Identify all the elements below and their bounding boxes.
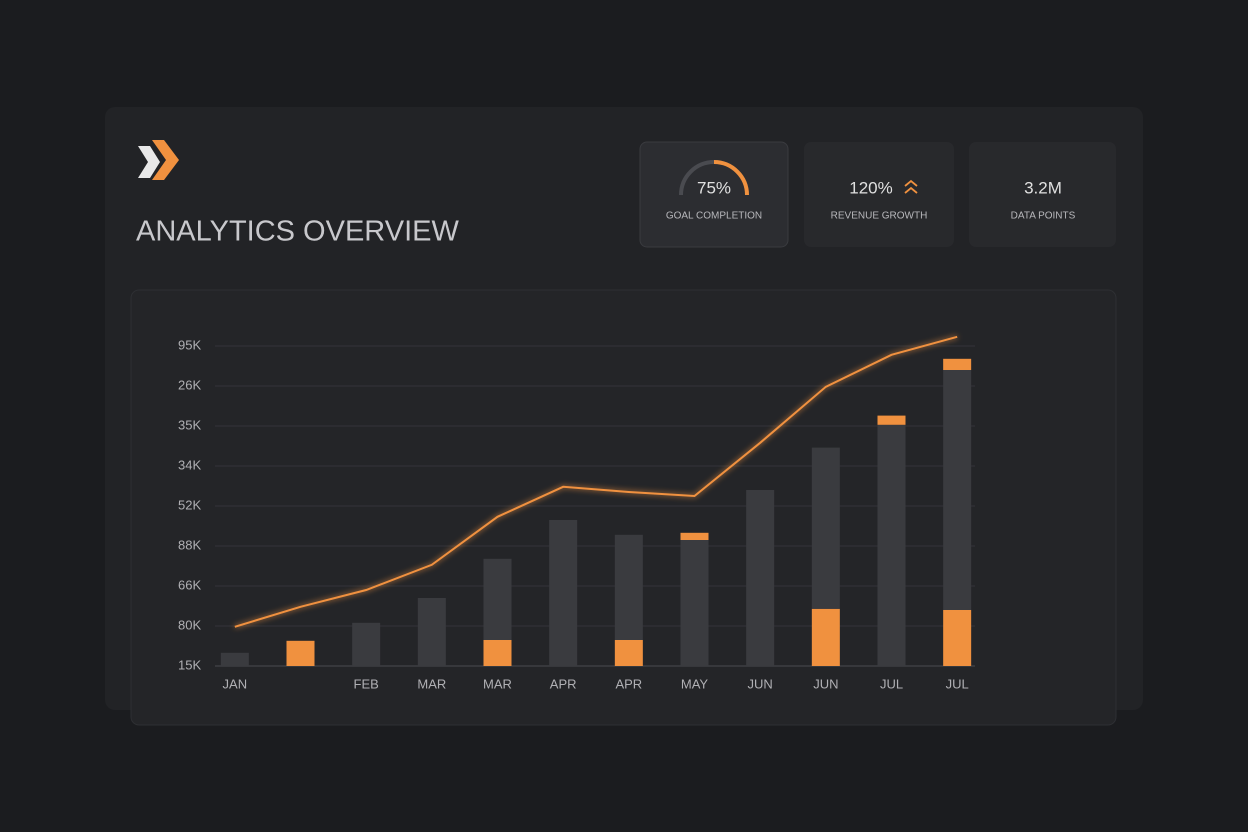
bar-segment — [943, 370, 972, 610]
gauge-track — [679, 160, 715, 196]
x-tick-label: JUN — [748, 676, 773, 691]
x-tick-label: JAN — [223, 676, 248, 691]
x-tick-label: MAY — [681, 676, 709, 691]
bar-segment — [614, 534, 643, 640]
bar-segment — [483, 558, 512, 640]
bar-segment — [614, 640, 643, 666]
kpi-label: GOAL COMPLETION — [666, 211, 762, 222]
gauge-arc — [713, 160, 749, 196]
y-tick-label: 52K — [178, 497, 201, 512]
bar-segment — [352, 622, 381, 666]
x-tick-label: JUN — [813, 676, 838, 691]
y-tick-label: 26K — [178, 377, 201, 392]
bar-segment — [811, 608, 840, 666]
y-tick-label: 80K — [178, 617, 201, 632]
y-tick-label: 35K — [178, 417, 201, 432]
kpi-value: 3.2M — [1024, 178, 1062, 197]
bar-segment — [943, 358, 972, 370]
y-tick-label: 66K — [178, 577, 201, 592]
kpi-card — [969, 142, 1116, 247]
x-tick-label: FEB — [354, 676, 379, 691]
y-tick-label: 34K — [178, 457, 201, 472]
x-tick-label: APR — [615, 676, 642, 691]
logo — [138, 140, 179, 180]
x-tick-label: JUL — [880, 676, 903, 691]
bar-segment — [286, 640, 315, 666]
bar-segment — [877, 424, 906, 666]
title: ANALYTICS OVERVIEW — [136, 216, 459, 248]
kpi-card — [639, 141, 789, 248]
bar-segment — [417, 598, 446, 666]
bar-segment — [680, 532, 709, 540]
x-tick-label: APR — [550, 676, 577, 691]
kpi-label: DATA POINTS — [1011, 211, 1076, 222]
up-icon — [904, 179, 918, 194]
bar-segment — [943, 610, 972, 666]
bar-segment — [549, 520, 578, 666]
chart: 15K 80K 66K 88K 52K 34K 35K 26K 95K JAN FEB MAR MAR A… — [178, 335, 975, 691]
kpi-card — [804, 142, 954, 247]
y-tick-label: 95K — [178, 337, 201, 352]
x-tick-label: MAR — [483, 676, 512, 691]
bar-segment — [811, 447, 840, 609]
bar-segment — [680, 540, 709, 666]
y-tick-label: 15K — [178, 657, 201, 672]
y-tick-label: 88K — [178, 537, 201, 552]
bar-segment — [220, 652, 249, 666]
bar-segment — [483, 640, 512, 666]
chart-panel — [130, 289, 1117, 726]
kpi-value: 75% — [697, 178, 731, 197]
bar-segment — [746, 490, 775, 666]
kpi-label: REVENUE GROWTH — [831, 211, 928, 222]
bar-segment — [877, 415, 906, 425]
kpi-value: 120% — [849, 178, 892, 197]
x-tick-label: MAR — [417, 676, 446, 691]
trend-line — [234, 335, 958, 628]
x-tick-label: JUL — [946, 676, 969, 691]
